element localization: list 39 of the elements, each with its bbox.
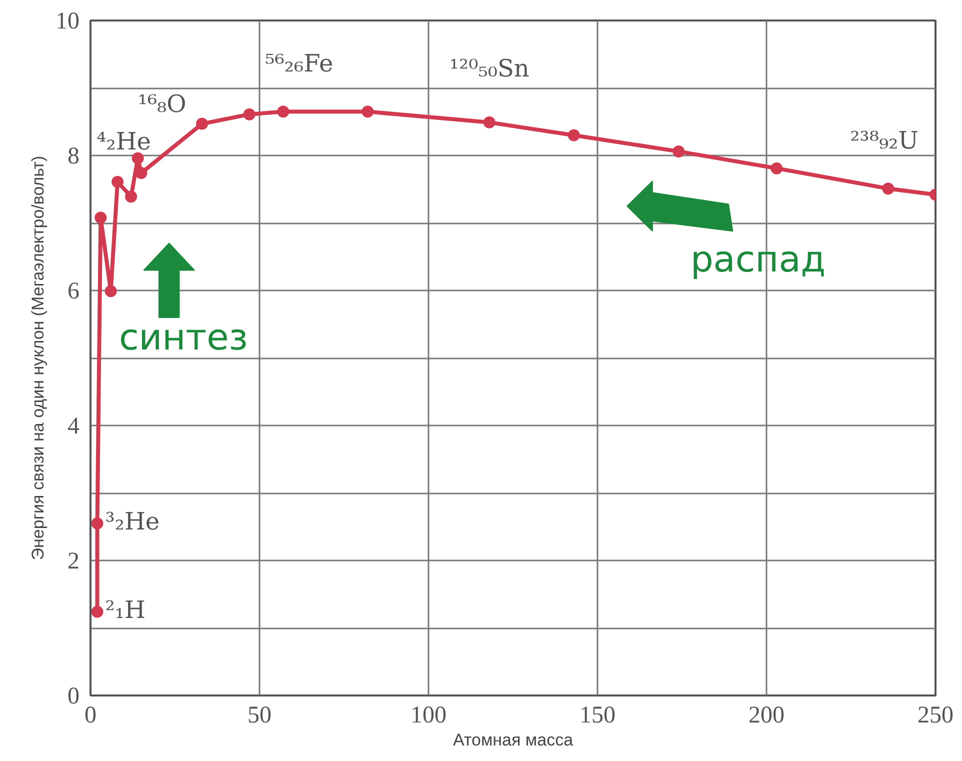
- point: [483, 116, 496, 128]
- point: [277, 106, 290, 118]
- point: [132, 152, 144, 164]
- y-tick-label: 10: [56, 8, 80, 34]
- annotation: ³₂He: [105, 507, 160, 536]
- point: [672, 145, 685, 158]
- point: [196, 118, 208, 130]
- x-tick-label: 100: [410, 702, 446, 728]
- y-tick-label: 8: [68, 144, 80, 170]
- annotation: ¹⁶₈O: [138, 90, 186, 118]
- annotation: ¹²⁰₅₀Sn: [449, 54, 530, 82]
- y-tick-label: 2: [68, 548, 80, 574]
- point: [568, 129, 580, 142]
- x-tick-label: 0: [84, 702, 96, 728]
- point: [135, 167, 148, 180]
- annotation: ⁵⁶₂₆Fe: [265, 50, 334, 78]
- point: [125, 190, 138, 203]
- point: [94, 212, 107, 224]
- annotation: синтез: [118, 317, 248, 358]
- x-tick-label: 250: [918, 702, 954, 728]
- point: [112, 176, 124, 188]
- y-axis-title: Энергия связи на один нуклон (Мегаэлектро/вольт): [28, 156, 48, 560]
- point: [243, 108, 256, 120]
- point: [362, 106, 374, 118]
- x-tick-label: 200: [748, 702, 784, 728]
- y-tick-label: 0: [68, 684, 80, 710]
- point: [91, 606, 104, 618]
- y-tick-label: 4: [68, 414, 80, 440]
- point: [882, 182, 894, 195]
- annotation: ²₁H: [105, 596, 146, 624]
- point: [91, 517, 104, 530]
- x-tick-label: 150: [580, 702, 616, 728]
- y-tick-label: 6: [68, 278, 80, 304]
- point: [104, 285, 117, 298]
- annotation: ²³⁸₉₂U: [850, 126, 919, 155]
- x-tick-label: 50: [248, 702, 272, 728]
- point: [770, 162, 783, 174]
- annotation: ⁴₂He: [96, 128, 152, 156]
- x-axis-title: Атомная масса: [452, 730, 574, 750]
